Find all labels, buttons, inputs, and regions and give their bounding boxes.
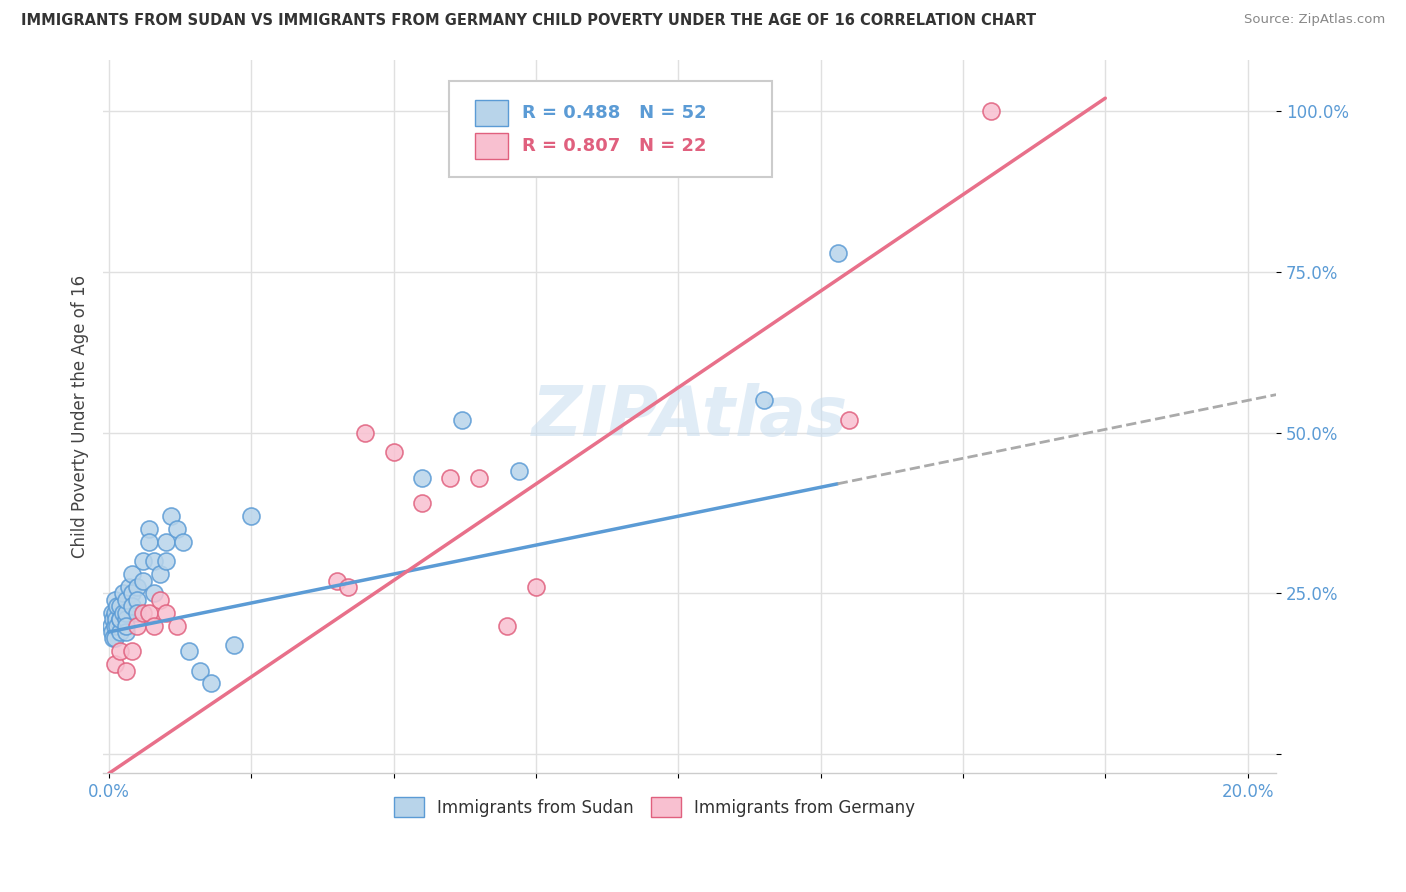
Point [121,644,143,658]
Point [450,413,472,427]
Point [143,586,166,600]
Point [115,612,138,626]
Point [108,599,131,614]
Legend: Immigrants from Sudan, Immigrants from Germany: Immigrants from Sudan, Immigrants from G… [385,789,924,826]
Point [100,624,122,639]
Point [752,393,775,408]
Point [980,103,1002,118]
Point [104,612,127,626]
Point [155,606,177,620]
Point [132,574,155,588]
Point [138,522,160,536]
Text: Source: ZipAtlas.com: Source: ZipAtlas.com [1244,13,1385,27]
Point [108,624,131,639]
Point [132,606,155,620]
Text: R = 0.488   N = 52: R = 0.488 N = 52 [522,104,706,122]
Point [108,612,131,626]
Point [160,509,183,524]
Point [336,580,359,594]
Point [138,535,160,549]
Point [325,574,347,588]
Point [112,606,135,620]
Point [439,470,461,484]
Point [121,599,143,614]
Point [103,618,125,632]
Point [149,592,172,607]
Point [468,470,491,484]
Point [172,535,194,549]
FancyBboxPatch shape [475,133,508,159]
Point [103,592,125,607]
Point [382,445,405,459]
Point [177,644,200,658]
Point [166,522,188,536]
Point [103,632,125,646]
Point [127,580,149,594]
Point [138,606,160,620]
Point [108,612,131,626]
Point [108,644,131,658]
Point [127,618,149,632]
Y-axis label: Child Poverty Under the Age of 16: Child Poverty Under the Age of 16 [72,275,89,558]
Point [115,664,138,678]
Point [103,657,125,672]
Point [118,580,141,594]
Point [103,606,125,620]
FancyBboxPatch shape [449,81,772,178]
Point [508,464,530,478]
Point [100,606,122,620]
FancyBboxPatch shape [475,100,508,126]
Text: IMMIGRANTS FROM SUDAN VS IMMIGRANTS FROM GERMANY CHILD POVERTY UNDER THE AGE OF : IMMIGRANTS FROM SUDAN VS IMMIGRANTS FROM… [21,13,1036,29]
Text: R = 0.807   N = 22: R = 0.807 N = 22 [522,137,706,155]
Point [127,606,149,620]
Point [100,618,122,632]
Point [155,535,177,549]
Point [188,664,211,678]
Point [496,618,519,632]
Point [222,638,245,652]
Point [101,612,124,626]
Point [143,618,166,632]
Point [411,496,433,510]
Point [121,567,143,582]
Text: ZIPAtlas: ZIPAtlas [531,383,848,450]
Point [115,606,138,620]
Point [524,580,547,594]
Point [354,425,377,440]
Point [115,592,138,607]
Point [132,554,155,568]
Point [827,245,849,260]
Point [127,592,149,607]
Point [105,618,128,632]
Point [240,509,263,524]
Point [411,470,433,484]
Point [838,413,860,427]
Point [115,624,138,639]
Point [200,676,222,690]
Point [166,618,188,632]
Point [112,586,135,600]
Point [149,567,172,582]
Point [143,554,166,568]
Point [155,554,177,568]
Point [105,599,128,614]
Point [121,586,143,600]
Point [103,632,125,646]
Point [115,618,138,632]
